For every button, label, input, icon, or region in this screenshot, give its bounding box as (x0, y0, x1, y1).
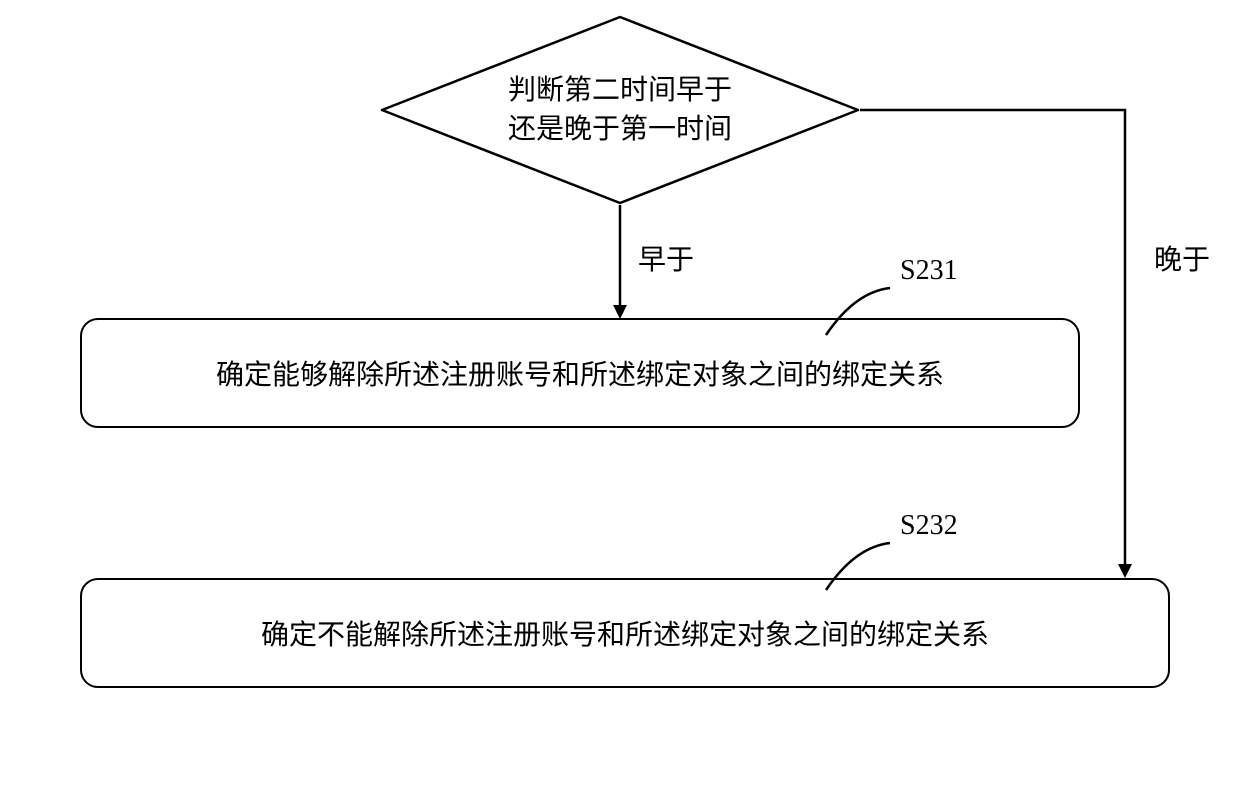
process-s232: 确定不能解除所述注册账号和所述绑定对象之间的绑定关系 (80, 578, 1170, 688)
decision-node: 判断第二时间早于 还是晚于第一时间 (380, 15, 860, 205)
flowchart-canvas: 判断第二时间早于 还是晚于第一时间 早于 晚于 S231 确定能够解除所述注册账… (0, 0, 1240, 802)
process-s232-text: 确定不能解除所述注册账号和所述绑定对象之间的绑定关系 (261, 613, 989, 653)
edge-earlier-label: 早于 (638, 238, 694, 278)
edge-later-label: 晚于 (1154, 238, 1210, 278)
decision-text-line2: 还是晚于第一时间 (508, 114, 732, 145)
decision-text: 判断第二时间早于 还是晚于第一时间 (508, 71, 732, 149)
process-s231: 确定能够解除所述注册账号和所述绑定对象之间的绑定关系 (80, 318, 1080, 428)
process-s231-text: 确定能够解除所述注册账号和所述绑定对象之间的绑定关系 (216, 353, 944, 393)
decision-text-line1: 判断第二时间早于 (508, 75, 732, 106)
edge-earlier (610, 205, 630, 323)
